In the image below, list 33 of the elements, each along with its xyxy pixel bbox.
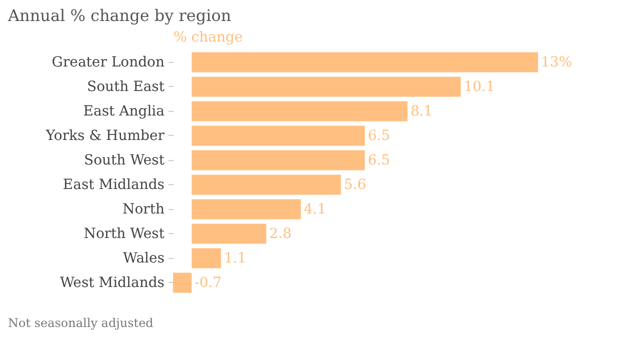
data-label: 6.5 (368, 152, 390, 168)
data-label: -0.7 (194, 274, 222, 291)
chart-title: Annual % change by region (7, 6, 232, 25)
bar (192, 52, 538, 72)
y-tick-label: West Midlands (60, 274, 164, 291)
y-tick-label: South West (84, 152, 165, 168)
bar (173, 272, 192, 293)
y-tick-label: North West (84, 226, 165, 242)
bar (192, 199, 301, 220)
bar (192, 101, 408, 122)
y-tick-label: East Midlands (62, 176, 164, 193)
y-tick-label: North (122, 201, 164, 218)
bar (192, 224, 266, 244)
data-label: 4.1 (304, 201, 326, 218)
bar (192, 126, 365, 146)
data-label: 6.5 (368, 128, 390, 144)
bar (192, 150, 365, 170)
data-label: 5.6 (344, 176, 366, 193)
bar (192, 174, 341, 195)
y-tick-label: Wales (123, 250, 164, 266)
bar (192, 76, 461, 97)
bar (192, 248, 221, 268)
y-tick-label: East Anglia (83, 103, 164, 120)
text: Not seasonally adjusted (8, 316, 154, 330)
data-label: 13% (541, 54, 572, 70)
data-label: 1.1 (224, 250, 246, 266)
data-label: 2.8 (269, 226, 292, 242)
y-tick-label: South East (86, 78, 165, 95)
x-axis-title: % change (174, 30, 243, 46)
y-tick-label: Yorks & Humber (44, 128, 165, 144)
y-tick-label: Greater London (52, 54, 164, 70)
data-label: 8.1 (410, 103, 433, 120)
data-label: 10.1 (464, 78, 495, 95)
